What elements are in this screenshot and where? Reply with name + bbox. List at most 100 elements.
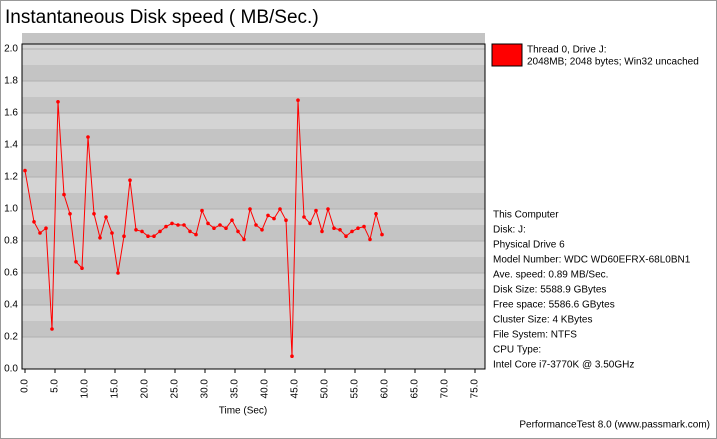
data-point: [134, 228, 138, 232]
data-point: [296, 98, 300, 102]
data-point: [236, 229, 240, 234]
data-point: [350, 229, 354, 234]
data-point: [128, 178, 132, 182]
data-point: [182, 223, 186, 227]
x-tick-label: 25.0: [170, 379, 181, 399]
data-point: [98, 236, 102, 240]
x-tick-label: 40.0: [260, 379, 271, 399]
data-point: [200, 208, 204, 213]
data-point: [62, 192, 66, 197]
data-point: [56, 100, 60, 104]
data-point: [356, 226, 360, 230]
data-point: [188, 229, 192, 234]
info-line: Model Number: WDC WD60EFRX-68L0BN1: [493, 255, 691, 266]
data-point: [110, 231, 114, 235]
data-line: [24, 100, 383, 357]
data-point: [80, 266, 84, 271]
data-point: [152, 234, 156, 238]
data-point: [158, 229, 162, 234]
data-point: [38, 231, 42, 235]
data-point: [74, 260, 78, 264]
band: [22, 161, 485, 177]
data-point: [380, 232, 384, 237]
data-point: [230, 218, 234, 222]
data-point: [218, 223, 222, 227]
x-tick-label: 55.0: [350, 379, 361, 399]
data-point: [326, 207, 330, 211]
data-point: [50, 327, 54, 331]
x-tick-label: 50.0: [320, 379, 331, 399]
data-point: [344, 234, 348, 238]
y-tick-label: 0.0: [4, 364, 18, 375]
y-tick-label: 0.6: [4, 268, 18, 279]
info-line: Cluster Size: 4 KBytes: [493, 315, 592, 326]
y-tick-label: 0.8: [4, 236, 18, 247]
band: [22, 97, 485, 113]
data-point: [68, 212, 72, 216]
band: [22, 44, 485, 49]
data-point: [224, 226, 228, 230]
data-point: [284, 218, 288, 222]
data-point: [368, 237, 372, 242]
info-line: File System: NTFS: [493, 330, 577, 341]
y-tick-label: 1.0: [4, 204, 18, 215]
data-point: [206, 221, 210, 226]
band: [22, 321, 485, 337]
data-point: [32, 220, 36, 224]
data-point: [290, 354, 294, 359]
data-point: [254, 223, 258, 227]
x-tick-label: 0.0: [20, 379, 31, 393]
info-line: Ave. speed: 0.89 MB/Sec.: [493, 270, 608, 281]
data-point: [332, 226, 336, 230]
band: [22, 289, 485, 305]
data-point: [272, 216, 276, 221]
x-tick-label: 30.0: [200, 379, 211, 399]
data-point: [212, 226, 216, 230]
plot-frame: [21, 43, 486, 370]
info-line: Physical Drive 6: [493, 240, 565, 251]
x-tick-label: 15.0: [110, 379, 121, 399]
data-point: [146, 234, 150, 238]
data-point: [194, 232, 198, 237]
y-tick-label: 0.4: [4, 300, 18, 311]
data-point: [242, 237, 246, 242]
data-point: [92, 212, 96, 216]
x-tick-label: 10.0: [80, 379, 91, 399]
band: [22, 193, 485, 209]
info-line: Disk Size: 5588.9 GBytes: [493, 285, 606, 296]
x-tick-label: 45.0: [290, 379, 301, 399]
data-point: [278, 207, 282, 211]
x-tick-label: 35.0: [230, 379, 241, 399]
band: [22, 65, 485, 81]
info-line: CPU Type:: [493, 345, 541, 356]
y-tick-label: 1.8: [4, 76, 18, 87]
info-line: Intel Core i7-3770K @ 3.50GHz: [493, 360, 634, 371]
band: [22, 129, 485, 145]
data-point: [308, 221, 312, 226]
footer: PerformanceTest 8.0 (www.passmark.com): [519, 420, 710, 431]
info-line: This Computer: [493, 210, 559, 221]
data-point: [122, 234, 126, 238]
band: [22, 225, 485, 241]
data-point: [140, 229, 144, 234]
data-point: [362, 224, 366, 229]
data-point: [104, 215, 108, 219]
legend-swatch: [491, 43, 523, 67]
x-axis-label: Time (Sec): [219, 406, 268, 417]
y-tick-label: 0.2: [4, 332, 18, 343]
data-point: [116, 271, 120, 275]
info-line: Free space: 5586.6 GBytes: [493, 300, 615, 311]
y-tick-label: 2.0: [4, 44, 18, 55]
chart-title: Instantaneous Disk speed ( MB/Sec.): [5, 7, 319, 28]
x-tick-label: 70.0: [440, 379, 451, 399]
x-tick-label: 60.0: [380, 379, 391, 399]
data-point: [44, 226, 48, 230]
x-tick-label: 65.0: [410, 379, 421, 399]
data-point: [176, 223, 180, 227]
y-tick-label: 1.2: [4, 172, 18, 183]
data-point: [374, 212, 378, 216]
info-line: Disk: J:: [493, 225, 526, 236]
data-point: [86, 135, 90, 139]
data-point: [314, 208, 318, 213]
